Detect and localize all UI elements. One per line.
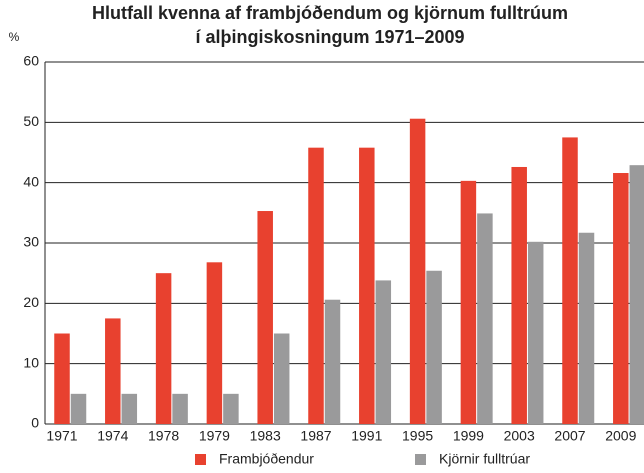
bar xyxy=(308,147,324,424)
bar xyxy=(426,270,442,424)
x-tick-label: 1974 xyxy=(97,428,128,444)
bar xyxy=(54,333,70,424)
bar xyxy=(206,262,223,424)
x-tick-label: 1978 xyxy=(148,428,179,444)
legend-swatch xyxy=(195,454,206,465)
y-tick-label: 0 xyxy=(31,415,39,431)
legend-swatch xyxy=(415,454,426,465)
bar xyxy=(155,273,172,424)
bar xyxy=(613,173,629,424)
y-tick-label: 10 xyxy=(23,354,39,370)
x-tick-label: 1991 xyxy=(351,428,382,444)
y-tick-label: 50 xyxy=(23,113,39,129)
x-tick-label: 1983 xyxy=(250,428,281,444)
x-tick-label: 1995 xyxy=(402,428,433,444)
x-tick-label: 2009 xyxy=(605,428,636,444)
bar xyxy=(273,333,290,424)
bar xyxy=(70,393,87,424)
y-tick-label: 30 xyxy=(23,234,39,250)
chart-title: Hlutfall kvenna af frambjóðendum og kjör… xyxy=(92,3,568,23)
bar xyxy=(172,393,188,424)
x-tick-label: 1979 xyxy=(199,428,230,444)
legend-label: Kjörnir fulltrúar xyxy=(439,451,530,467)
bar xyxy=(121,393,138,424)
bar xyxy=(223,393,239,424)
x-tick-label: 1971 xyxy=(46,428,77,444)
bar xyxy=(578,232,595,424)
bar xyxy=(562,137,578,424)
legend-label: Frambjóðendur xyxy=(219,451,314,467)
bar xyxy=(324,299,341,424)
bar xyxy=(257,211,273,424)
bar xyxy=(527,241,544,424)
bar xyxy=(629,165,644,425)
bar xyxy=(375,280,392,424)
x-tick-label: 1987 xyxy=(300,428,331,444)
y-tick-label: 60 xyxy=(23,53,39,69)
x-tick-label: 2007 xyxy=(554,428,585,444)
bar xyxy=(409,118,426,425)
bar xyxy=(477,213,493,424)
y-tick-label: 40 xyxy=(23,173,39,189)
bar xyxy=(460,180,477,424)
bar xyxy=(359,147,375,424)
bar xyxy=(105,318,121,424)
x-tick-label: 2003 xyxy=(504,428,535,444)
y-axis-label: % xyxy=(9,30,20,44)
y-tick-label: 20 xyxy=(23,294,39,310)
x-tick-label: 1999 xyxy=(453,428,484,444)
bar xyxy=(511,166,527,425)
chart-title: í alþingiskosningum 1971–2009 xyxy=(195,27,464,47)
